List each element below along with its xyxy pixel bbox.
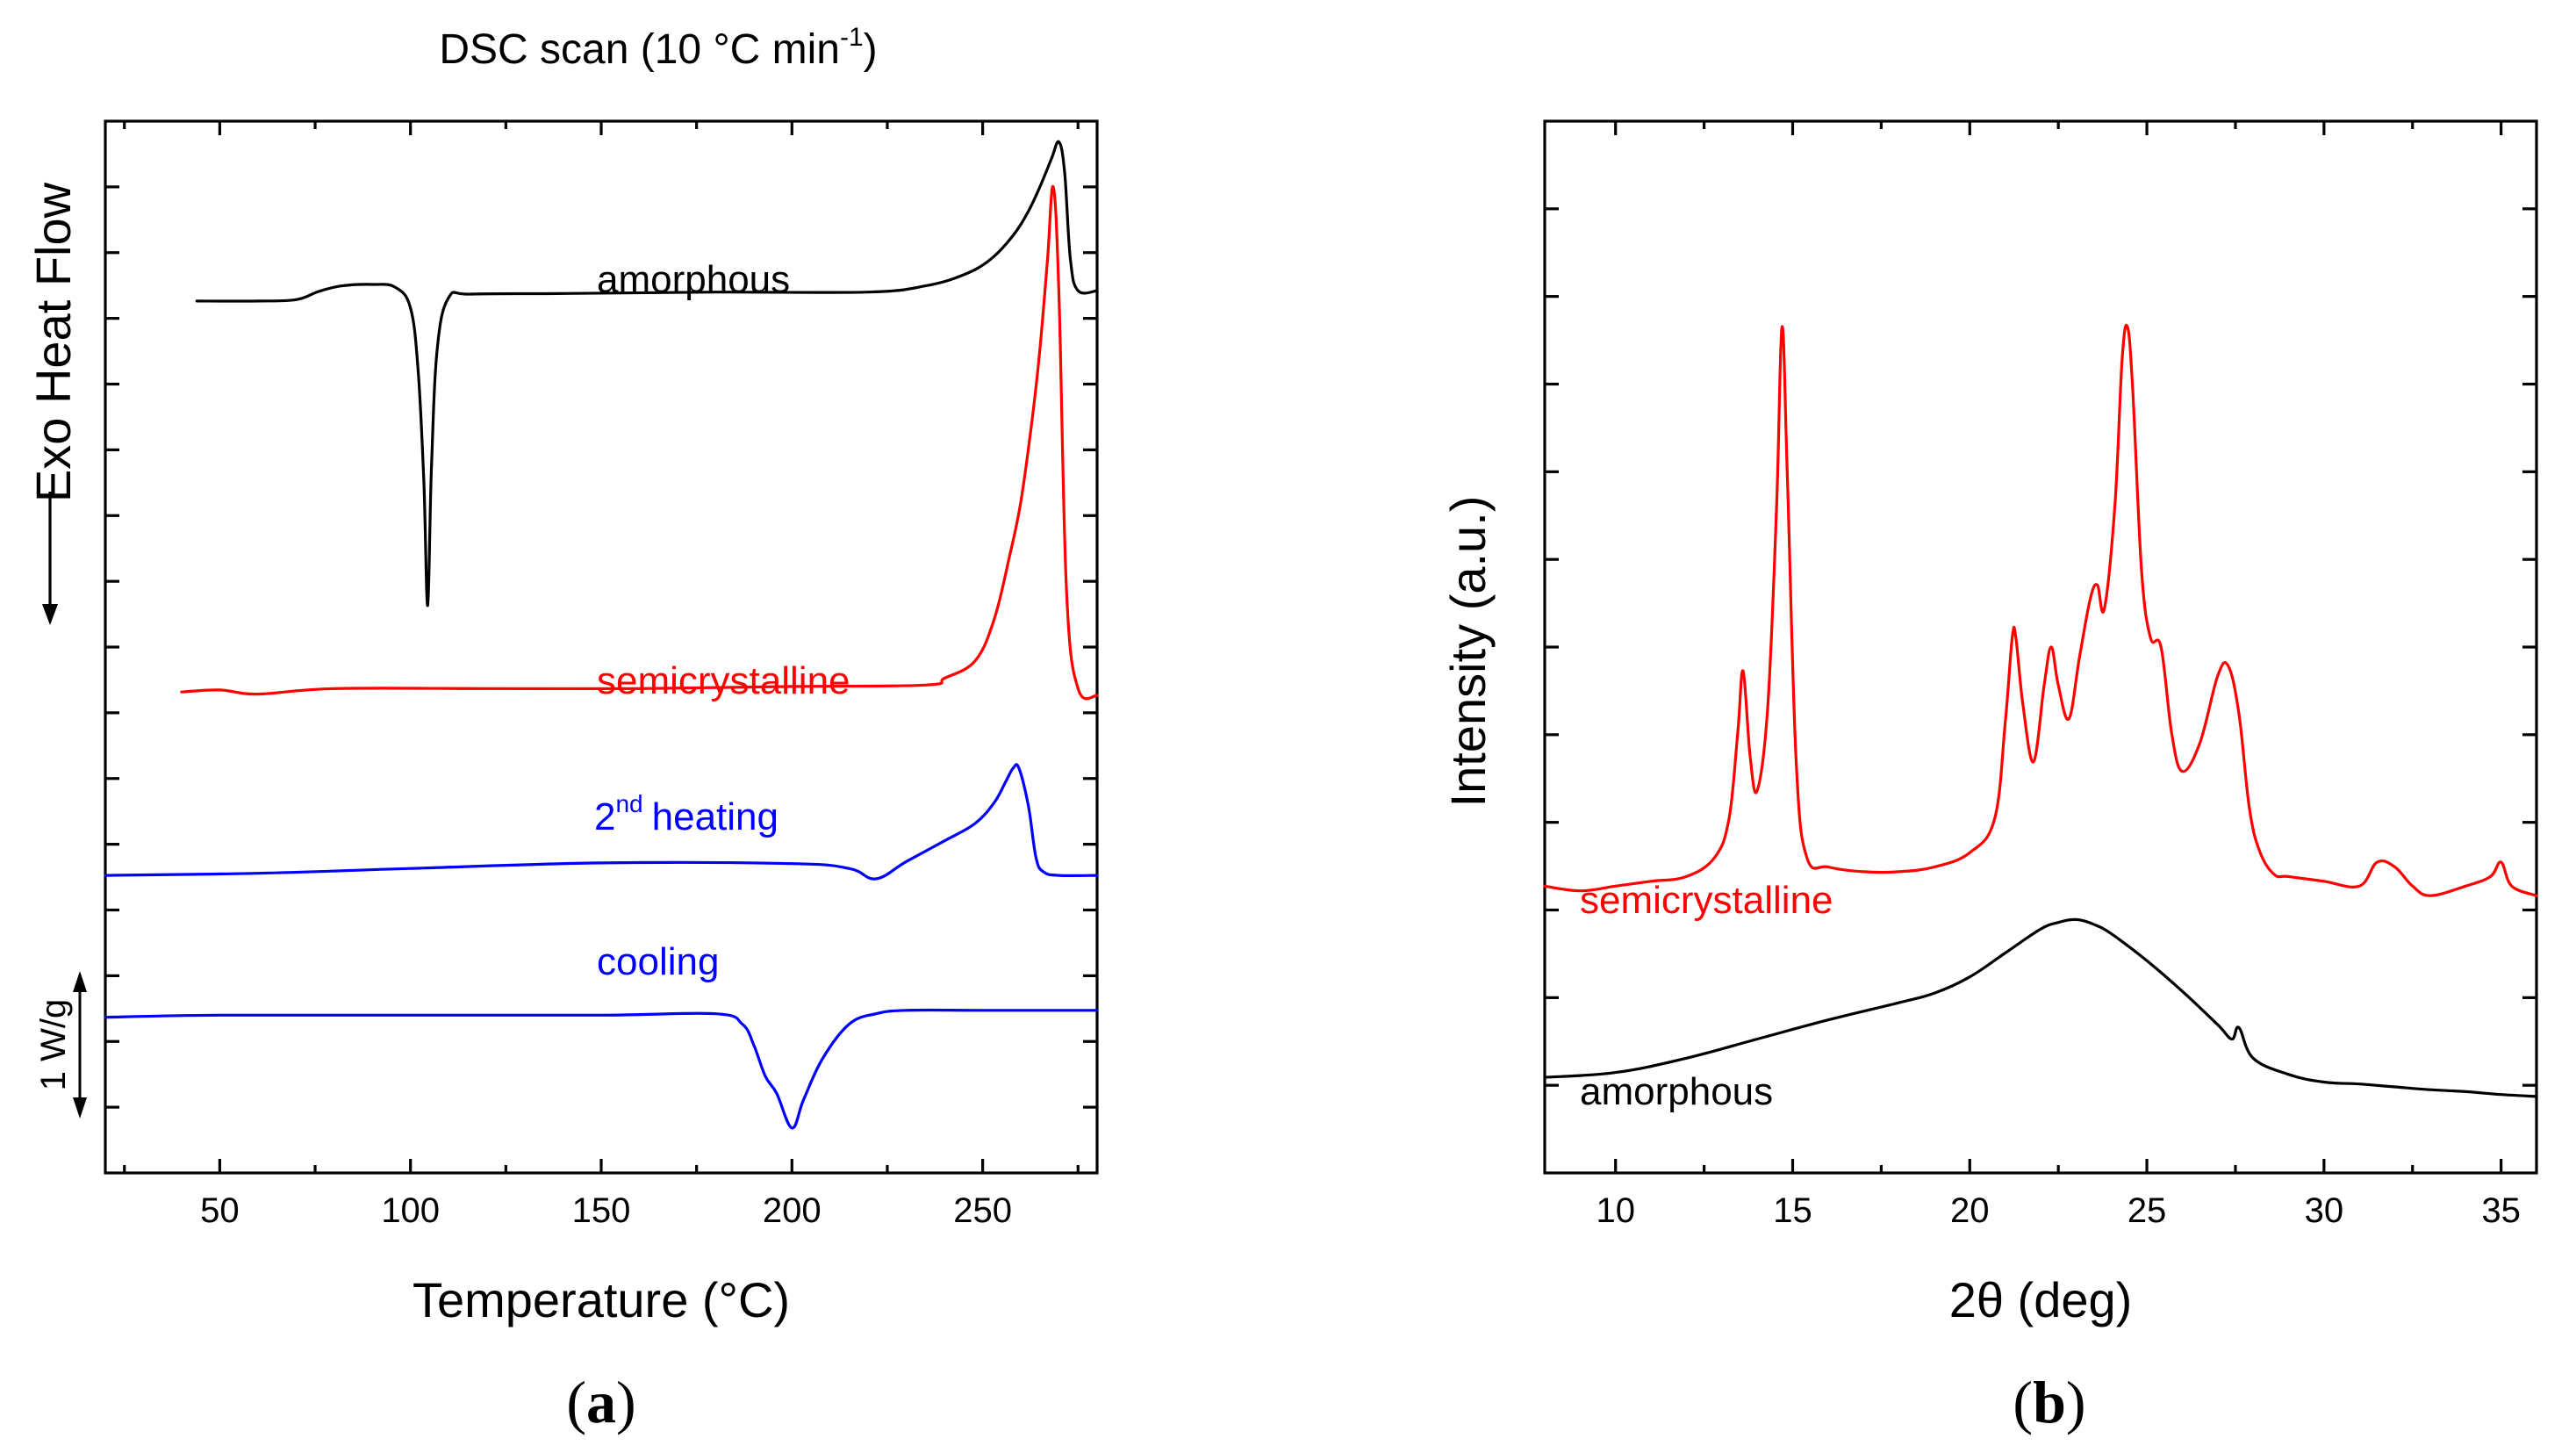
chart-b-ylabel: Intensity (a.u.)	[1440, 496, 1496, 808]
chart-a-ticks: 50 100 150 200 250	[105, 121, 1097, 1230]
x-tick-label: 50	[200, 1191, 240, 1230]
chart-b-curves	[1543, 323, 2538, 1098]
x-tick-label: 35	[2481, 1191, 2521, 1230]
chart-a-xlabel: Temperature (°C)	[413, 1272, 790, 1327]
x-tick-label: 150	[572, 1191, 631, 1230]
label-amorphous-a: amorphous	[597, 258, 790, 301]
chart-b-plot-frame	[1543, 119, 2538, 1175]
label-semicrystalline-b: semicrystalline	[1580, 879, 1833, 922]
series-line-amorphous	[1543, 917, 2538, 1098]
x-tick-label: 250	[953, 1191, 1012, 1230]
chart-b-ticks: 10 15 20 25 30 35	[1545, 121, 2537, 1230]
down-arrow-icon	[42, 604, 58, 625]
x-tick-label: 10	[1596, 1191, 1635, 1230]
scale-bar-label: 1 W/g	[34, 999, 73, 1090]
label-semicrystalline-a: semicrystalline	[597, 659, 850, 702]
chart-a-title: DSC scan (10 °C min-1)	[439, 23, 877, 73]
chart-a-annotations: amorphous semicrystalline 2nd heating coo…	[594, 258, 850, 983]
x-tick-label: 25	[2128, 1191, 2167, 1230]
label-amorphous-b: amorphous	[1580, 1070, 1773, 1113]
x-tick-label: 20	[1950, 1191, 1990, 1230]
x-tick-label: 200	[763, 1191, 822, 1230]
panel-a-dsc-chart: DSC scan (10 °C min-1) 50 100 150 200 250 Ex…	[25, 23, 1099, 1435]
panel-b-xrd-chart: 10 15 20 25 30 35 Intensity (a.u.) 2θ (deg) (…	[1440, 119, 2538, 1435]
series-line-2nd-heating	[104, 763, 1099, 881]
series-line-semicrystalline	[180, 184, 1099, 701]
label-2nd-heating-a: 2nd heating	[594, 790, 779, 838]
panel-b-label: (b)	[2013, 1369, 2085, 1435]
x-tick-label: 100	[381, 1191, 440, 1230]
chart-b-annotations: semicrystalline amorphous	[1580, 879, 1833, 1113]
x-tick-label: 15	[1773, 1191, 1812, 1230]
up-arrow-icon	[73, 971, 87, 992]
label-cooling-a: cooling	[597, 940, 719, 983]
scale-bar: 1 W/g	[34, 971, 87, 1119]
chart-a-ylabel-group: Exo Heat Flow	[25, 182, 81, 625]
series-line-amorphous	[195, 140, 1099, 608]
x-tick-label: 30	[2305, 1191, 2344, 1230]
panel-a-label: (a)	[566, 1369, 635, 1435]
chart-b-xlabel: 2θ (deg)	[1949, 1272, 2133, 1327]
series-line-semicrystalline	[1543, 323, 2538, 897]
chart-a-curves	[104, 140, 1099, 1130]
down-arrow-icon	[73, 1097, 87, 1119]
series-line-cooling	[104, 1008, 1099, 1130]
chart-a-ylabel: Exo Heat Flow	[25, 182, 81, 502]
